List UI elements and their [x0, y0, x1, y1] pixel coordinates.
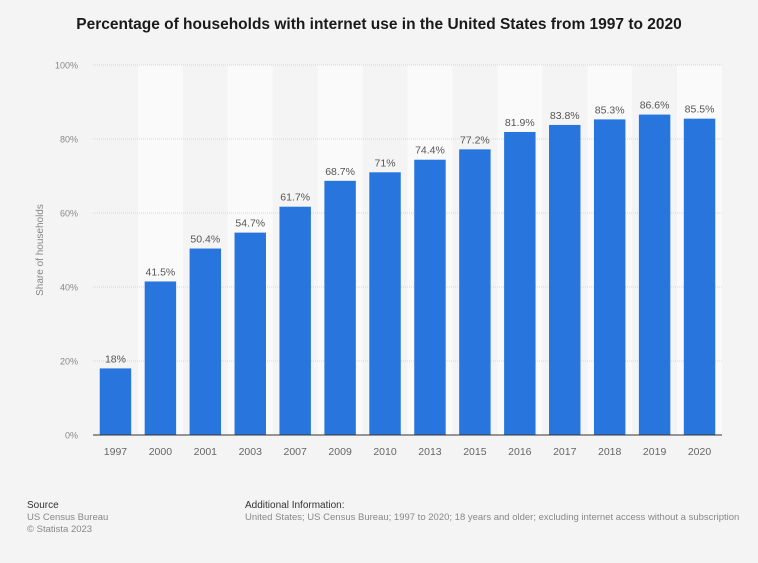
y-tick-label: 100%	[55, 61, 78, 71]
y-tick-label: 80%	[60, 135, 78, 145]
bar	[549, 124, 581, 435]
data-label: 71%	[375, 157, 396, 169]
bar	[369, 172, 401, 436]
data-label: 86.6%	[640, 100, 670, 112]
data-label: 85.3%	[595, 104, 625, 116]
bar	[593, 119, 626, 435]
x-tick-label: 1997	[104, 446, 128, 458]
bar	[459, 149, 491, 436]
additional-info-heading: Additional Information:	[245, 500, 345, 511]
y-tick-label: 0%	[65, 431, 78, 441]
x-tick-label: 2013	[418, 446, 442, 458]
source-heading: Source	[27, 500, 59, 511]
x-tick-label: 2017	[553, 446, 577, 458]
data-label: 74.4%	[415, 145, 445, 157]
x-tick-label: 2007	[283, 446, 307, 458]
x-tick-label: 2016	[508, 446, 532, 458]
bar	[279, 206, 311, 435]
bar	[414, 159, 446, 435]
data-label: 54.7%	[235, 218, 265, 230]
y-axis-ticks: 0% 20% 40% 60% 80% 100%	[55, 61, 78, 441]
x-tick-label: 2001	[194, 446, 218, 458]
bar	[683, 118, 716, 436]
data-label: 61.7%	[280, 192, 310, 204]
bar	[99, 368, 132, 435]
data-label: 83.8%	[550, 110, 580, 122]
data-label: 81.9%	[505, 117, 535, 129]
bar	[189, 248, 222, 435]
x-tick-label: 2000	[149, 446, 173, 458]
bar	[234, 232, 266, 435]
source-block: Source US Census Bureau © Statista 2023	[27, 500, 108, 536]
data-labels: 18% 41.5% 50.4% 54.7% 61.7% 68.7% 71% 74.4% 77.2…	[105, 100, 714, 366]
bar	[324, 180, 356, 435]
copyright: © Statista 2023	[27, 524, 93, 535]
source-name: US Census Bureau	[27, 512, 109, 523]
bars	[99, 114, 716, 436]
bar-chart: 0% 20% 40% 60% 80% 100% 18% 41.5% 50.4% 54.7% 61.…	[35, 61, 722, 458]
y-tick-label: 40%	[60, 283, 78, 293]
data-label: 18%	[105, 353, 126, 365]
data-label: 50.4%	[190, 234, 220, 246]
x-tick-label: 2018	[598, 446, 622, 458]
x-axis-ticks: 1997 2000 2001 2003 2007 2009 2010 2013 2015 2016…	[104, 446, 712, 458]
data-label: 41.5%	[146, 266, 176, 278]
bar	[504, 131, 536, 435]
y-axis-label: Share of households	[35, 204, 46, 296]
x-tick-label: 2020	[688, 446, 712, 458]
additional-info-text: United States; US Census Bureau; 1997 to…	[245, 512, 740, 523]
y-tick-label: 20%	[60, 357, 78, 367]
bar	[144, 281, 177, 435]
x-tick-label: 2015	[463, 446, 487, 458]
x-tick-label: 2010	[373, 446, 397, 458]
data-label: 85.5%	[685, 104, 715, 116]
x-tick-label: 2009	[328, 446, 352, 458]
x-tick-label: 2019	[643, 446, 667, 458]
data-label: 77.2%	[460, 134, 490, 146]
x-tick-label: 2003	[239, 446, 263, 458]
chart-title: Percentage of households with internet u…	[76, 16, 682, 33]
additional-info-block: Additional Information: United States; U…	[245, 500, 739, 524]
data-label: 68.7%	[325, 166, 355, 178]
y-tick-label: 60%	[60, 209, 78, 219]
bar	[638, 114, 671, 435]
